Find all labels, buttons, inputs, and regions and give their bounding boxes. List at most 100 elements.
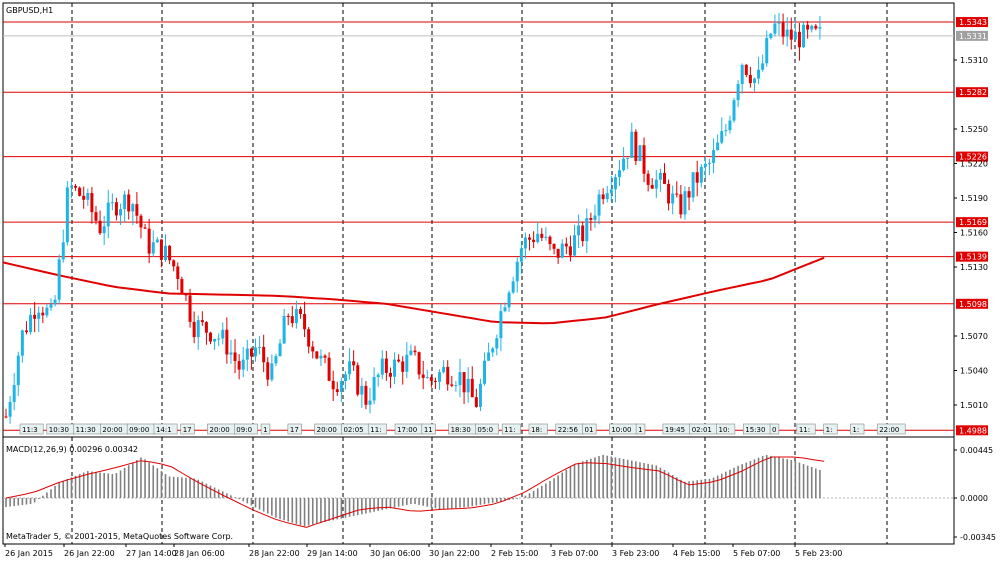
time-label-box [769, 423, 780, 435]
time-label-box [635, 423, 646, 435]
candle-body [33, 314, 37, 319]
price-level-tag [956, 151, 988, 162]
time-label: 17 [183, 426, 192, 434]
candle-body [757, 69, 761, 79]
candle-body [654, 179, 658, 189]
time-label-box [501, 423, 521, 435]
time-axis-label: 5 Feb 07:00 [733, 549, 780, 558]
time-label: 10: [718, 426, 729, 434]
candle-body [8, 401, 12, 417]
time-label-box [421, 423, 436, 435]
candle-body [593, 215, 597, 220]
candle-body [589, 217, 593, 220]
candle-body [159, 239, 163, 260]
candle-body [397, 359, 401, 362]
candle-body [241, 359, 245, 370]
candle-body [196, 320, 200, 338]
candle-body [45, 307, 49, 316]
price-level-label: 1.5139 [959, 253, 987, 262]
candle-body [478, 383, 482, 407]
time-label: 11:3 [22, 426, 38, 434]
time-label: 11: [799, 426, 810, 434]
time-label: 20:00 [317, 426, 337, 434]
candle-body [507, 292, 511, 308]
candle-body [560, 243, 564, 258]
candle-body [712, 150, 716, 163]
macd-axis-label: -0.00345 [960, 533, 996, 542]
candle-body [797, 31, 801, 48]
candle-body [773, 23, 777, 34]
candle-body [450, 384, 454, 386]
price-level-tag [956, 298, 988, 309]
price-axis-label: 1.5160 [960, 229, 988, 238]
candle-body [368, 400, 372, 405]
candle-body [662, 172, 666, 184]
candle-body [69, 185, 73, 188]
time-label: 11 [424, 426, 433, 434]
copyright-text: MetaTrader 5, © 2001-2015, MetaQuotes So… [6, 532, 233, 541]
time-label-box [180, 423, 195, 435]
time-label: 02:05 [343, 426, 363, 434]
candle-body [209, 332, 212, 342]
price-axis-label: 1.5310 [960, 56, 988, 65]
price-level-label: 1.4988 [959, 426, 987, 435]
price-axis-label: 1.5250 [960, 125, 988, 134]
candle-body [335, 389, 339, 393]
candle-body [192, 321, 196, 338]
time-label: 10:00 [611, 426, 631, 434]
candle-body [585, 217, 589, 242]
candle-body [695, 172, 699, 183]
candle-body [577, 225, 581, 236]
candle-body [74, 185, 78, 188]
candle-body [499, 311, 503, 339]
candle-body [221, 329, 225, 339]
time-label-box [823, 423, 838, 435]
time-axis-label: 4 Feb 15:00 [673, 549, 720, 558]
candle-body [294, 309, 298, 324]
time-label: 11: [370, 426, 381, 434]
time-axis-label: 30 Jan 06:00 [370, 549, 421, 558]
candle-body [581, 225, 585, 242]
candle-body [380, 358, 384, 375]
candle-body [573, 235, 577, 256]
time-label-box [876, 423, 906, 435]
candle-body [658, 172, 662, 180]
candle-body [343, 374, 347, 382]
candle-body [744, 64, 748, 75]
candle-body [699, 166, 703, 183]
candle-body [135, 204, 139, 216]
candle-body [495, 338, 499, 349]
time-axis-label: 3 Feb 07:00 [551, 549, 598, 558]
candle-body [548, 236, 552, 245]
candle-body [49, 304, 53, 308]
candle-body [41, 312, 45, 316]
price-level-tag [956, 17, 988, 28]
price-axis-label: 1.5220 [960, 160, 988, 169]
candle-body [515, 261, 519, 282]
candle-body [253, 347, 257, 357]
time-label-box [796, 423, 816, 435]
candle-body [487, 352, 491, 361]
price-level-label: 1.5282 [959, 88, 987, 97]
candle-body [16, 355, 20, 386]
time-label: 20:00 [102, 426, 122, 434]
candle-body [327, 357, 331, 381]
candle-body [270, 363, 274, 380]
candle-body [200, 320, 204, 323]
candle-body [94, 212, 98, 221]
candle-body [458, 372, 462, 386]
candle-body [143, 227, 147, 229]
candle-body [802, 24, 806, 48]
macd-axis-label: 0.00445 [960, 446, 993, 455]
candle-body [86, 192, 90, 200]
price-axis-label: 1.5130 [960, 263, 988, 272]
candle-body [339, 381, 343, 393]
time-axis-label: 28 Jan 22:00 [249, 549, 300, 558]
candle-body [618, 170, 621, 178]
candle-body [752, 78, 756, 84]
candle-body [523, 237, 527, 249]
macd-axis-label: 0.0000 [960, 494, 988, 503]
time-label: 1: [826, 426, 833, 434]
candle-body [229, 352, 233, 355]
